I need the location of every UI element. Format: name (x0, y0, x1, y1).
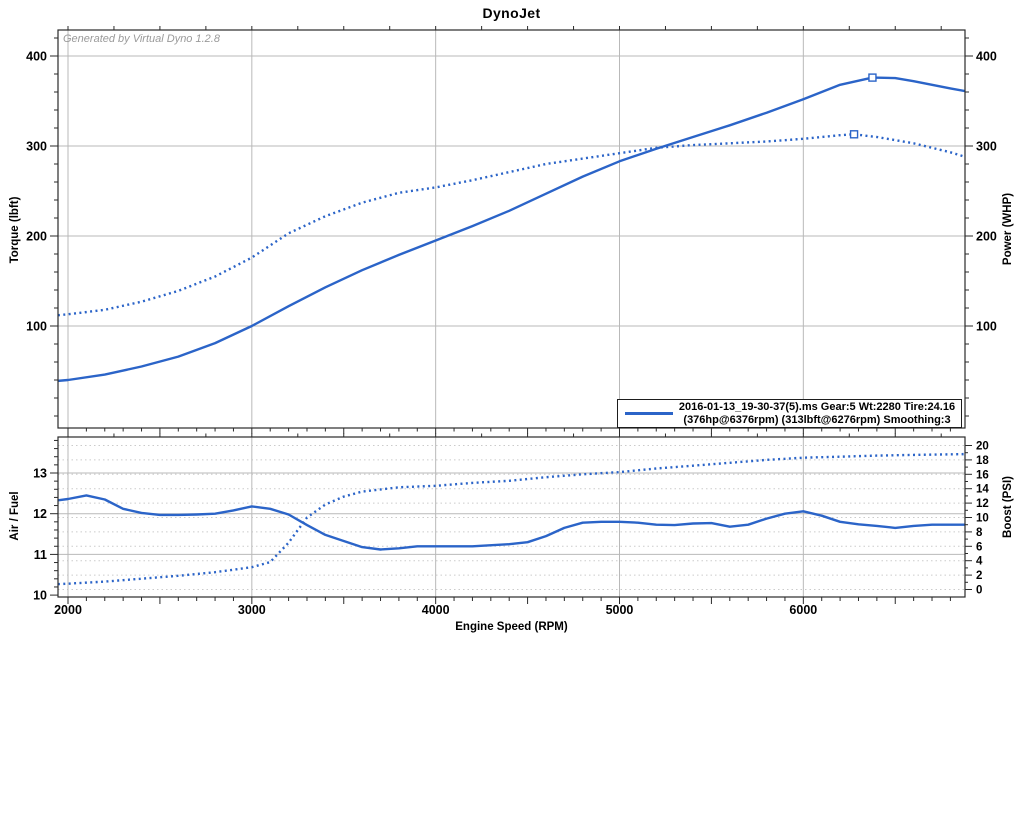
engine-speed-axis-label: Engine Speed (RPM) (455, 621, 568, 633)
torque-tick-label: 400 (26, 50, 47, 64)
power-tick-label: 100 (976, 320, 997, 334)
airfuel-axis-label: Air / Fuel (9, 491, 21, 541)
torque-tick-label: 200 (26, 230, 47, 244)
legend-text-line1: 2016-01-13_19-30-37(5).ms Gear:5 Wt:2280… (678, 400, 956, 413)
airfuel-tick-label: 13 (33, 467, 47, 481)
torque-curve (58, 133, 965, 317)
power-tick-label: 200 (976, 230, 997, 244)
legend-text: 2016-01-13_19-30-37(5).ms Gear:5 Wt:2280… (673, 401, 961, 427)
top-chart-frame (57, 29, 966, 429)
torque-tick-label: 100 (26, 320, 47, 334)
boost-curve (58, 452, 965, 586)
top-chart: 100 100 200 200 300 300 400 400 (26, 26, 997, 434)
watermark: Generated by Virtual Dyno 1.2.8 (63, 33, 220, 45)
boost-tick-label: 20 (976, 441, 989, 453)
legend: 2016-01-13_19-30-37(5).ms Gear:5 Wt:2280… (617, 399, 962, 428)
boost-tick-label: 18 (976, 455, 989, 467)
rpm-tick-label: 5000 (606, 603, 634, 617)
boost-tick-label: 0 (976, 585, 982, 597)
top-chart-curves (58, 73, 965, 383)
boost-tick-label: 10 (976, 513, 989, 525)
power-tick-label: 300 (976, 140, 997, 154)
boost-tick-label: 6 (976, 541, 982, 553)
torque-axis-label: Torque (lbft) (9, 196, 21, 264)
airfuel-tick-label: 12 (33, 507, 47, 521)
legend-line-sample (625, 412, 673, 415)
rpm-tick-label: 4000 (422, 603, 450, 617)
rpm-tick-label: 6000 (789, 603, 817, 617)
airfuel-curve (58, 494, 965, 551)
power-curve (58, 76, 965, 383)
legend-text-line2: (376hp@6376rpm) (313lbft@6276rpm) Smooth… (683, 413, 951, 426)
power-axis-label: Power (WHP) (1002, 192, 1014, 266)
boost-tick-label: 8 (976, 527, 983, 539)
rpm-tick-label: 2000 (54, 603, 82, 617)
boost-tick-label: 2 (976, 570, 982, 582)
torque-tick-label: 300 (26, 140, 47, 154)
peak-marker (849, 130, 859, 139)
chart-title: DynoJet (482, 5, 541, 21)
boost-tick-label: 16 (976, 469, 989, 481)
bottom-chart-curves (58, 452, 965, 586)
boost-axis-label: Boost (PSI) (1002, 476, 1014, 538)
airfuel-tick-label: 11 (34, 548, 47, 562)
rpm-tick-label: 3000 (238, 603, 266, 617)
power-tick-label: 400 (976, 50, 997, 64)
boost-tick-label: 14 (976, 484, 989, 496)
boost-tick-label: 12 (976, 498, 989, 510)
bottom-chart: 10 11 12 13 0 2 4 6 8 10 12 14 16 18 20 2000 3000 4000 500… (33, 433, 989, 617)
airfuel-tick-label: 10 (33, 589, 47, 603)
peak-marker (868, 73, 877, 82)
boost-tick-label: 4 (976, 556, 983, 568)
